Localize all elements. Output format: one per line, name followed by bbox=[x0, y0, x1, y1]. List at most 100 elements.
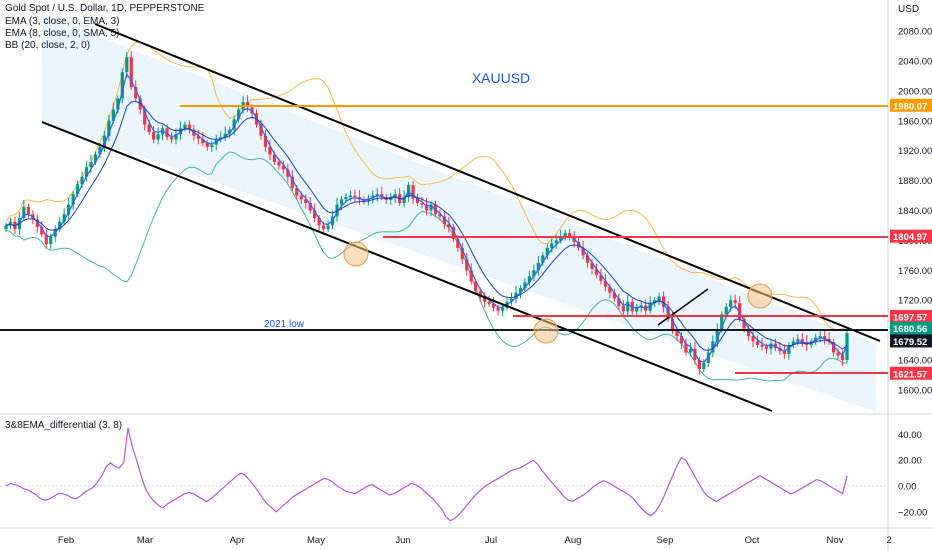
candle-body bbox=[724, 306, 728, 315]
indicator-tick-label: 40.00 bbox=[898, 430, 922, 441]
candle-body bbox=[608, 286, 612, 293]
candle-body bbox=[40, 226, 44, 235]
candle-body bbox=[478, 291, 482, 298]
candle-body bbox=[134, 87, 138, 99]
candle-body bbox=[80, 176, 84, 185]
candle-body bbox=[509, 298, 514, 302]
candle-body bbox=[675, 330, 679, 337]
candle-body bbox=[129, 57, 133, 88]
legend-ema3[interactable]: EMA (3, close, 0, EMA, 3) bbox=[5, 16, 120, 27]
candle-body bbox=[442, 216, 447, 224]
candle-body bbox=[160, 128, 165, 135]
candle-body bbox=[670, 318, 675, 331]
price-tick-label: 1640.00 bbox=[898, 356, 932, 367]
candle-body bbox=[746, 328, 751, 337]
time-tick-label: Aug bbox=[565, 535, 582, 546]
price-level-tag-label: 1980.07 bbox=[893, 101, 927, 112]
candle-body bbox=[429, 204, 433, 211]
candle-body bbox=[308, 203, 312, 211]
candle-body bbox=[438, 214, 442, 217]
candle-body bbox=[205, 143, 209, 147]
candle-body bbox=[268, 146, 272, 155]
candle-body bbox=[536, 262, 540, 271]
candle-body bbox=[196, 135, 200, 139]
candle-body bbox=[67, 204, 71, 215]
candle-body bbox=[487, 301, 491, 304]
price-tick-label: 2040.00 bbox=[898, 57, 932, 68]
candle-body bbox=[653, 300, 657, 304]
candle-body bbox=[228, 129, 232, 134]
candle-body bbox=[402, 197, 406, 204]
time-tick-label: Feb bbox=[58, 535, 74, 546]
time-tick-label: Nov bbox=[827, 535, 844, 546]
time-tick-label: Jun bbox=[395, 535, 410, 546]
legend-ema8[interactable]: EMA (8, close, 0, SMA, 5) bbox=[5, 28, 120, 39]
pivot-circle-may[interactable] bbox=[343, 241, 369, 267]
candle-body bbox=[496, 307, 500, 311]
legend-symbol[interactable]: Gold Spot / U.S. Dollar, 1D, PEPPERSTONE bbox=[5, 3, 205, 14]
candle-body bbox=[299, 195, 303, 200]
candle-body bbox=[281, 165, 285, 170]
candle-body bbox=[62, 214, 66, 222]
candle-body bbox=[635, 307, 639, 312]
price-level-tag bbox=[890, 309, 932, 323]
candle-body bbox=[317, 217, 321, 226]
candle-body bbox=[581, 247, 585, 256]
candle-body bbox=[796, 339, 800, 342]
candle-body bbox=[93, 154, 98, 162]
candle-body bbox=[594, 268, 599, 275]
candle-body bbox=[769, 343, 773, 349]
candle-body bbox=[630, 301, 634, 312]
candle-body bbox=[263, 135, 268, 147]
legend-bb[interactable]: BB (20, close, 2, 0) bbox=[5, 40, 91, 51]
price-level-tag bbox=[890, 98, 932, 112]
candle-body bbox=[102, 135, 107, 147]
candle-body bbox=[169, 137, 174, 140]
legend-indicator[interactable]: 3&8EMA_differential (3, 8) bbox=[5, 420, 123, 431]
candle-body bbox=[599, 274, 603, 281]
pivot-circle-jul[interactable] bbox=[533, 318, 559, 344]
indicator-axis-ticks: −20.00 0.00 20.00 40.00 bbox=[898, 430, 927, 518]
price-level-tag-label: 1697.57 bbox=[893, 312, 927, 323]
candle-body bbox=[836, 352, 840, 356]
candle-body bbox=[152, 132, 156, 140]
candle-body bbox=[339, 199, 344, 205]
wedge-line[interactable] bbox=[657, 288, 709, 326]
candle-body bbox=[612, 292, 616, 299]
candle-body bbox=[576, 241, 581, 248]
price-level-tag bbox=[890, 366, 932, 380]
candle-body bbox=[755, 341, 760, 346]
candle-body bbox=[98, 146, 102, 155]
candle-body bbox=[49, 236, 53, 245]
candle-body bbox=[295, 188, 299, 196]
candle-body bbox=[751, 336, 755, 342]
channel-upper-line[interactable] bbox=[94, 23, 881, 342]
candle-body bbox=[702, 362, 706, 369]
candle-body bbox=[626, 301, 630, 312]
candle-body bbox=[715, 330, 719, 342]
candle-body bbox=[322, 225, 326, 230]
candle-body bbox=[823, 336, 827, 340]
candle-body bbox=[688, 348, 693, 353]
candle-body bbox=[791, 341, 795, 346]
candle-body bbox=[84, 167, 89, 177]
price-level-tag bbox=[890, 229, 932, 243]
candle-body bbox=[277, 161, 281, 166]
candle-body bbox=[738, 303, 742, 319]
candle-body bbox=[147, 124, 151, 133]
candle-body bbox=[563, 232, 567, 237]
price-tick-label: 1960.00 bbox=[898, 116, 932, 127]
candle-body bbox=[711, 341, 715, 353]
pivot-circle-oct[interactable] bbox=[747, 283, 773, 309]
candle-body bbox=[420, 203, 424, 205]
candle-body bbox=[259, 124, 263, 136]
candle-body bbox=[22, 206, 26, 218]
indicator-tick-label: 0.00 bbox=[898, 482, 917, 493]
channel-lower-line[interactable] bbox=[41, 121, 773, 412]
candle-body bbox=[474, 281, 478, 292]
candle-body bbox=[518, 288, 523, 293]
candle-body bbox=[107, 120, 111, 136]
candle-body bbox=[559, 236, 563, 241]
candle-body bbox=[451, 226, 455, 239]
